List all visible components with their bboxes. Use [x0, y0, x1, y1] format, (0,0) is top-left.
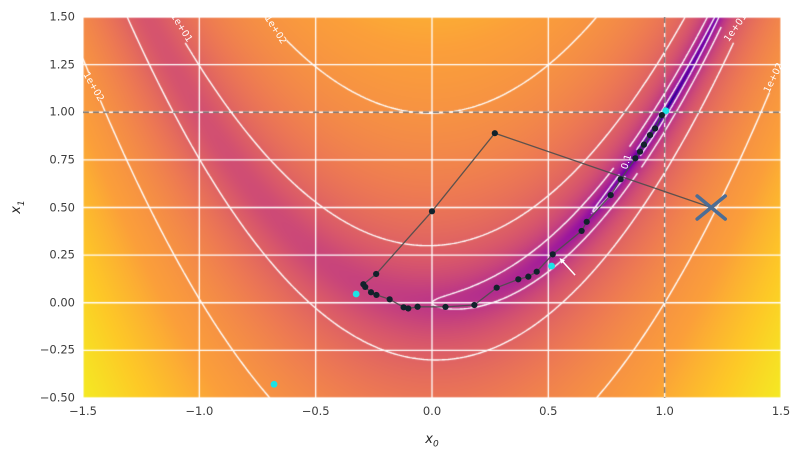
y-tick-label: 0.00	[49, 295, 75, 309]
plot-area: 1e+02 1e+01 1e+02 1e+01 1e+02 0.1	[83, 17, 781, 398]
x-axis-label: x0	[425, 432, 439, 450]
y-tick-label: 1.25	[49, 56, 75, 71]
heatmap-canvas	[83, 17, 781, 398]
x-tick-label: −1.5	[69, 404, 97, 418]
x-tick-label: 0.5	[539, 404, 558, 418]
y-tick-label: 0.75	[49, 152, 75, 167]
y-tick-label: 0.50	[49, 199, 75, 214]
y-axis-label: x1	[9, 200, 27, 214]
x-tick-label: 1.0	[655, 404, 674, 418]
x-tick-label: −0.5	[301, 404, 330, 418]
y-tick-label: −0.25	[39, 342, 75, 357]
y-tick-label: 1.00	[49, 104, 75, 119]
y-tick-label: 0.25	[49, 247, 75, 262]
x-tick-label: 1.5	[771, 404, 791, 418]
x-tick-label: 0.0	[422, 404, 442, 418]
y-tick-label: 1.50	[49, 9, 75, 24]
x-tick-label: −1.0	[185, 404, 214, 418]
y-tick-label: −0.50	[39, 390, 75, 405]
